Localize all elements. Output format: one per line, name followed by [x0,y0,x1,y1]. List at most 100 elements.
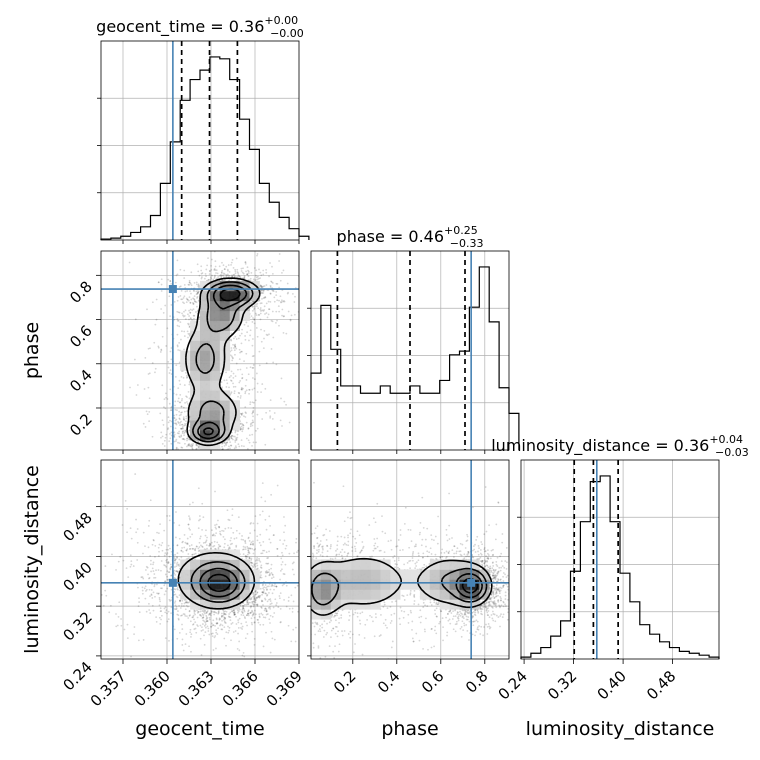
scatter-point [247,427,250,430]
title-main: phase = 0.46 [337,227,444,246]
scatter-point [189,282,192,285]
scatter-point [272,534,275,536]
scatter-point [192,247,194,249]
scatter-point [188,614,191,617]
scatter-point [204,631,207,634]
scatter-point [188,421,191,424]
scatter-point [269,292,272,295]
scatter-point [151,597,154,599]
scatter-point [166,587,169,590]
scatter-point [272,576,275,579]
scatter-point [294,586,297,589]
scatter-point [247,272,250,275]
scatter-point [204,623,207,626]
scatter-point [188,517,191,520]
scatter-point [185,417,188,420]
scatter-point [254,562,257,565]
scatter-point [176,596,179,599]
scatter-point [234,375,237,378]
scatter-point [210,264,212,267]
scatter-point [153,341,156,344]
scatter-point [215,617,218,620]
scatter-point [250,315,253,318]
scatter-point [251,401,254,404]
scatter-point [155,318,158,321]
scatter-point [191,445,193,448]
scatter-point [252,364,255,366]
scatter-point [237,627,240,629]
scatter-point [299,593,301,595]
scatter-point [184,318,187,321]
scatter-point [208,633,211,636]
scatter-point [136,541,139,544]
scatter-point [243,415,245,418]
scatter-point [233,347,235,349]
scatter-point [255,303,258,306]
scatter-point [251,424,254,427]
hist-panel-geocent_time: geocent_time = 0.36+0.00 −0.00 [96,14,310,240]
scatter-point [147,525,150,527]
scatter-point [252,415,254,418]
scatter-point [247,325,249,328]
scatter-point [232,609,235,612]
scatter-point [231,434,233,437]
scatter-point [294,295,296,298]
scatter-point [267,289,270,292]
scatter-point [154,576,157,579]
scatter-point [203,643,206,646]
scatter-point [170,588,173,591]
scatter-point [270,319,273,322]
density-cell [209,360,221,371]
scatter-point [281,551,283,554]
scatter-point [174,588,177,591]
scatter-point [175,536,177,539]
scatter-point [263,589,265,591]
scatter-point [204,451,206,453]
scatter-point [174,422,177,425]
scatter-point [252,542,255,545]
scatter-point [207,627,210,630]
scatter-point [188,333,191,336]
scatter-point [154,555,156,558]
scatter-point [246,555,249,558]
scatter-point [206,610,209,612]
scatter-point [247,439,250,442]
scatter-point [254,590,257,593]
scatter-point [174,419,177,422]
scatter-point [180,376,183,378]
scatter-point [150,589,153,591]
scatter-point [193,553,196,556]
scatter-point [224,621,226,624]
scatter-point [178,537,181,540]
scatter-point [244,384,247,387]
scatter-point [275,321,277,324]
scatter-point [182,649,185,652]
scatter-point [262,310,265,312]
title-low: −0.00 [270,27,304,40]
scatter-point [183,384,186,386]
scatter-point [180,549,183,552]
scatter-point [255,603,258,606]
scatter-point [169,600,172,602]
scatter-point [239,334,241,337]
scatter-point [291,610,294,613]
scatter-point [193,295,196,298]
scatter-point [137,605,140,607]
scatter-point [191,553,194,556]
scatter-point [204,541,207,544]
scatter-point [261,309,264,312]
scatter-point [237,274,240,276]
scatter-point [176,544,179,547]
scatter-point [197,284,200,287]
scatter-point [187,444,189,447]
scatter-point [283,315,285,318]
density-cell [239,300,250,312]
scatter-point [102,604,105,607]
scatter-point [265,528,268,531]
scatter-point [223,268,226,271]
scatter-point [210,632,213,635]
scatter-point [284,563,287,566]
scatter-point [248,557,251,560]
scatter-point [223,441,226,444]
scatter-point [192,303,195,305]
